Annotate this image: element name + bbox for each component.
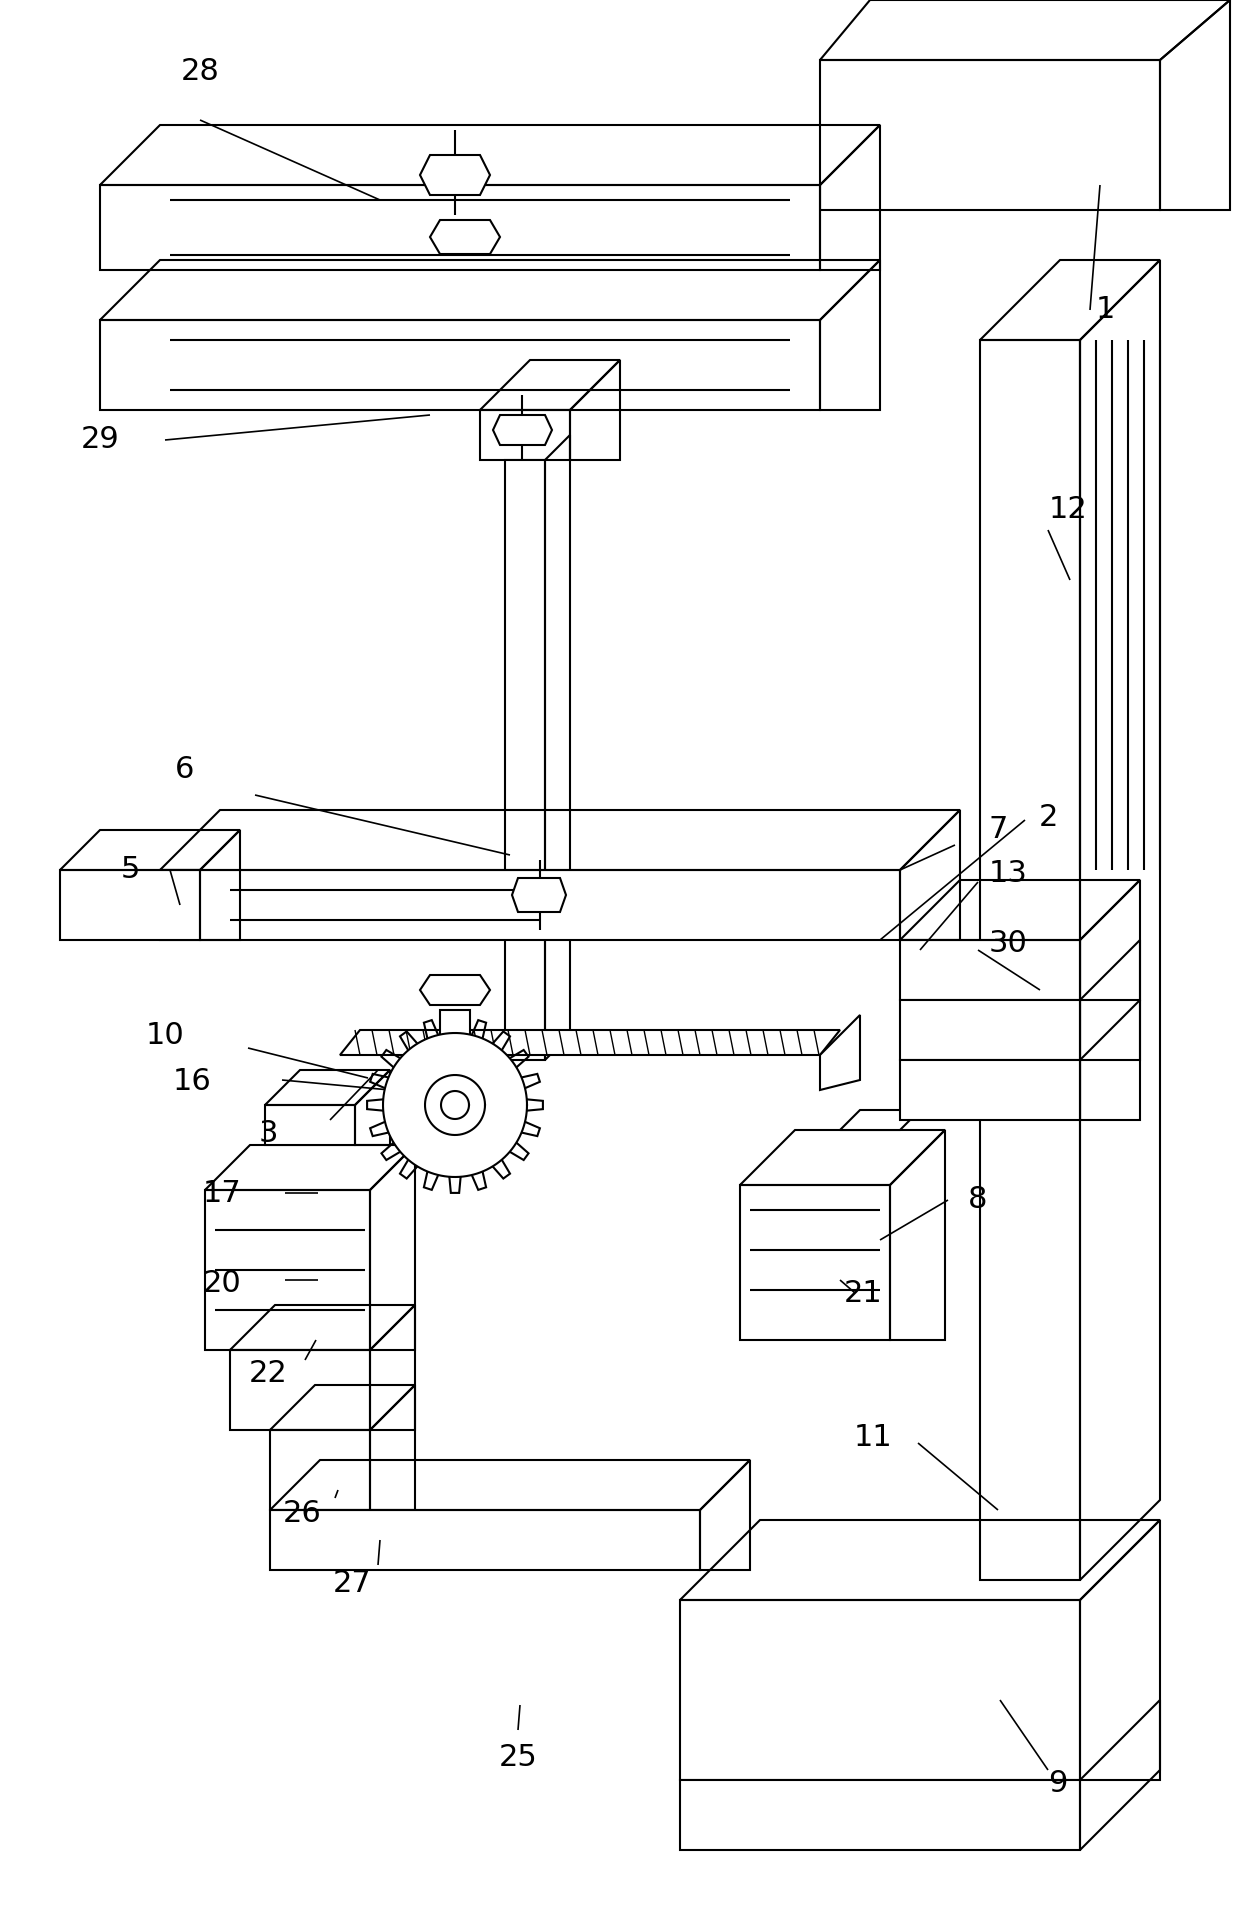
Polygon shape	[60, 870, 200, 939]
Polygon shape	[820, 1014, 861, 1089]
Polygon shape	[480, 409, 570, 459]
Polygon shape	[505, 459, 546, 1060]
Text: 28: 28	[181, 58, 219, 86]
Text: 6: 6	[175, 755, 195, 784]
Polygon shape	[229, 1350, 370, 1429]
Text: 16: 16	[172, 1068, 211, 1097]
Text: 8: 8	[968, 1185, 988, 1214]
Polygon shape	[340, 1030, 839, 1055]
Text: 12: 12	[1049, 496, 1087, 524]
Polygon shape	[980, 340, 1080, 1579]
Text: 30: 30	[988, 928, 1028, 957]
Polygon shape	[205, 1189, 370, 1350]
Polygon shape	[680, 1781, 1080, 1850]
Text: 9: 9	[1048, 1769, 1068, 1798]
Polygon shape	[839, 1110, 920, 1130]
Text: 27: 27	[332, 1569, 371, 1598]
Text: 17: 17	[202, 1178, 242, 1208]
Polygon shape	[270, 1429, 370, 1510]
Text: 20: 20	[202, 1268, 242, 1297]
Polygon shape	[680, 1600, 1080, 1781]
Polygon shape	[100, 321, 820, 409]
Polygon shape	[265, 1105, 355, 1145]
Text: 3: 3	[258, 1118, 278, 1147]
Text: 7: 7	[988, 816, 1008, 845]
Text: 21: 21	[843, 1279, 883, 1308]
Polygon shape	[420, 156, 490, 196]
Polygon shape	[270, 1510, 701, 1569]
Text: 22: 22	[249, 1358, 288, 1387]
Text: 25: 25	[498, 1744, 537, 1773]
Text: 13: 13	[988, 859, 1028, 888]
Text: 1: 1	[1095, 296, 1115, 325]
Polygon shape	[160, 870, 900, 939]
Text: 26: 26	[283, 1498, 321, 1527]
Polygon shape	[512, 878, 565, 912]
Polygon shape	[820, 60, 1159, 209]
Polygon shape	[440, 1060, 470, 1105]
Polygon shape	[494, 415, 552, 446]
Text: 11: 11	[853, 1422, 893, 1452]
Polygon shape	[440, 1010, 470, 1055]
Polygon shape	[900, 1060, 1080, 1120]
Polygon shape	[383, 1033, 527, 1178]
Polygon shape	[430, 221, 500, 254]
Polygon shape	[900, 1001, 1080, 1060]
Polygon shape	[100, 184, 820, 271]
Text: 2: 2	[1038, 803, 1058, 832]
Text: 29: 29	[81, 425, 119, 455]
Polygon shape	[420, 976, 490, 1005]
Text: 10: 10	[145, 1020, 185, 1049]
Polygon shape	[740, 1185, 890, 1341]
Text: 5: 5	[120, 855, 140, 884]
Polygon shape	[900, 939, 1080, 1001]
